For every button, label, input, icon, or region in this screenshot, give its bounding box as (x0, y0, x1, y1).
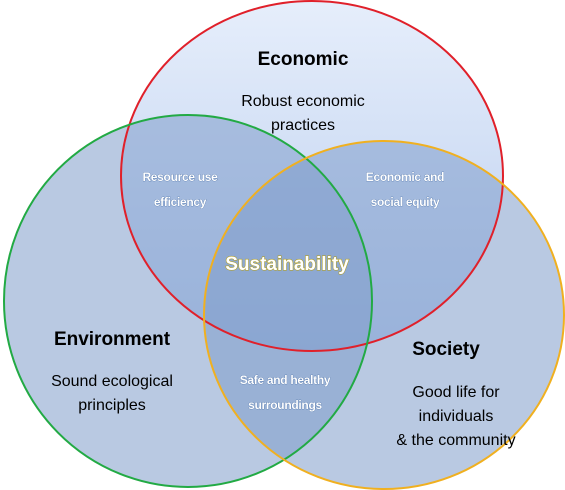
overlap-label: Resource use (142, 170, 218, 184)
set-title: Economic (258, 49, 349, 70)
society-outline (203, 140, 565, 490)
set-description: principles (78, 397, 146, 414)
overlap-label: social equity (371, 195, 440, 209)
labels: Economic Robust economic practices Environm… (51, 49, 516, 449)
set-description: Good life for (412, 384, 500, 401)
set-title: Environment (54, 329, 171, 350)
society-circle (204, 141, 564, 489)
set-title: Society (412, 339, 480, 360)
overlap-label: Safe and healthy (240, 373, 331, 387)
center-label: Sustainability (225, 254, 349, 275)
environment-outline (3, 114, 373, 488)
set-description: & the community (396, 432, 515, 449)
set-description: Sound ecological (51, 373, 173, 390)
set-description: practices (271, 117, 335, 134)
set-description: individuals (419, 408, 494, 425)
economic-outline (120, 0, 504, 352)
circles (3, 0, 565, 490)
overlap-label: Economic and (366, 170, 444, 184)
overlap-label: efficiency (154, 195, 207, 209)
set-description: Robust economic (241, 93, 365, 110)
overlap-label: surroundings (248, 398, 322, 412)
